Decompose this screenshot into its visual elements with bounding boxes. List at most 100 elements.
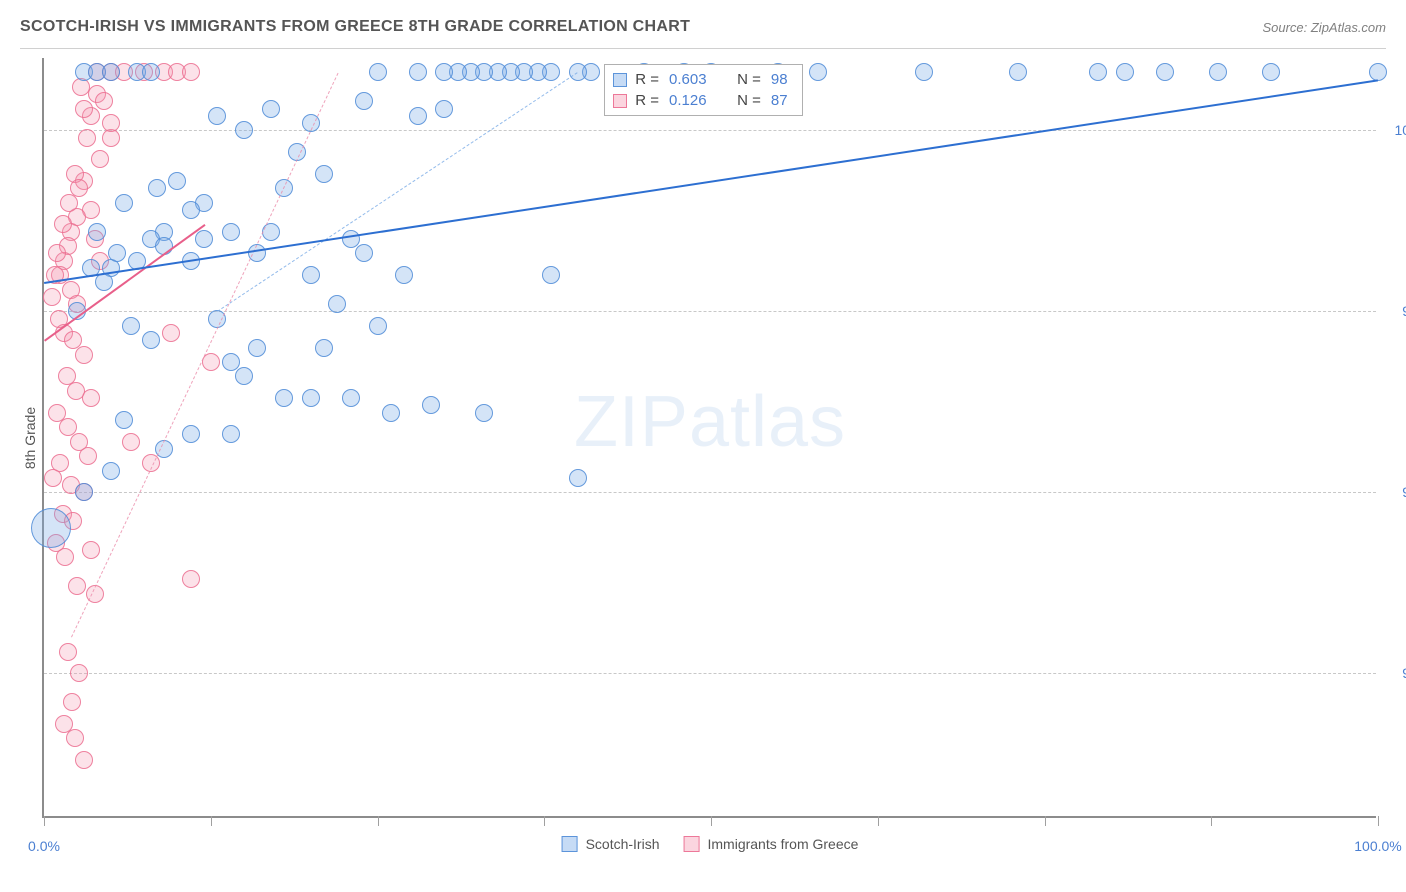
y-tick-label: 97.5% [1382,303,1406,319]
trendline-dash-pink [71,72,339,637]
scatter-point-pink [66,729,84,747]
source-prefix: Source: [1262,20,1310,35]
scatter-point-blue [1262,63,1280,81]
scatter-point-blue [302,389,320,407]
watermark-zip: ZIP [574,382,689,462]
legend-label: Scotch-Irish [586,836,660,852]
scatter-point-pink [78,129,96,147]
scatter-point-blue [475,404,493,422]
scatter-point-pink [91,150,109,168]
scatter-point-pink [75,751,93,769]
scatter-point-blue [115,194,133,212]
scatter-point-blue [31,508,71,548]
scatter-point-pink [82,389,100,407]
y-tick-label: 92.5% [1382,665,1406,681]
scatter-point-blue [315,165,333,183]
swatch-blue [613,73,627,87]
legend-item-blue: Scotch-Irish [562,836,660,852]
x-tick [1378,816,1379,826]
y-tick-label: 95.0% [1382,484,1406,500]
chart-title: SCOTCH-IRISH VS IMMIGRANTS FROM GREECE 8… [20,18,690,35]
scatter-point-blue [369,63,387,81]
scatter-point-blue [182,425,200,443]
scatter-point-blue [1089,63,1107,81]
scatter-point-pink [68,577,86,595]
scatter-point-pink [44,469,62,487]
scatter-point-blue [222,223,240,241]
scatter-point-pink [70,664,88,682]
scatter-point-pink [95,92,113,110]
scatter-point-blue [342,230,360,248]
stats-row-pink: R = 0.126 N = 87 [605,90,801,111]
scatter-point-blue [542,266,560,284]
scatter-point-blue [248,339,266,357]
stats-r-label: R = [635,92,659,109]
swatch-pink [613,94,627,108]
scatter-point-blue [275,389,293,407]
scatter-point-blue [1209,63,1227,81]
scatter-point-blue [328,295,346,313]
scatter-point-blue [435,100,453,118]
legend-swatch-pink [683,836,699,852]
scatter-point-blue [168,172,186,190]
scatter-point-blue [95,273,113,291]
watermark: ZIPatlas [574,381,846,463]
scatter-point-pink [182,570,200,588]
scatter-point-blue [222,353,240,371]
x-tick [544,816,545,826]
legend-label: Immigrants from Greece [707,836,858,852]
scatter-point-blue [222,425,240,443]
scatter-point-blue [142,331,160,349]
stats-n-value: 87 [769,92,790,109]
x-tick [44,816,45,826]
plot-area: ZIPatlas 92.5%95.0%97.5%100.0%0.0%100.0%… [42,58,1376,818]
scatter-point-blue [108,244,126,262]
x-tick-label-right: 100.0% [1354,838,1401,854]
scatter-point-pink [63,693,81,711]
scatter-point-blue [122,317,140,335]
scatter-point-blue [148,179,166,197]
scatter-point-pink [162,324,180,342]
scatter-point-blue [302,266,320,284]
scatter-point-pink [102,114,120,132]
stats-n-value: 98 [769,71,790,88]
scatter-point-blue [355,92,373,110]
scatter-point-pink [48,244,66,262]
scatter-point-blue [422,396,440,414]
scatter-point-pink [122,433,140,451]
legend-item-pink: Immigrants from Greece [683,836,858,852]
scatter-point-blue [1009,63,1027,81]
x-tick [1211,816,1212,826]
stats-n-label: N = [737,71,761,88]
stats-row-blue: R = 0.603 N = 98 [605,69,801,90]
scatter-point-pink [79,447,97,465]
scatter-point-blue [102,462,120,480]
scatter-point-pink [59,643,77,661]
watermark-atlas: atlas [689,382,846,462]
header-bar: SCOTCH-IRISH VS IMMIGRANTS FROM GREECE 8… [20,18,1386,49]
x-tick-label-left: 0.0% [28,838,60,854]
source-credit: Source: ZipAtlas.com [1262,20,1386,35]
gridline-h [44,311,1376,312]
stats-r-label: R = [635,71,659,88]
y-axis-label: 8th Grade [22,407,38,469]
scatter-point-blue [142,63,160,81]
scatter-point-blue [1116,63,1134,81]
stats-r-value: 0.603 [667,71,709,88]
legend: Scotch-Irish Immigrants from Greece [562,836,859,852]
x-tick [878,816,879,826]
scatter-point-pink [54,215,72,233]
scatter-point-blue [235,121,253,139]
scatter-point-pink [75,100,93,118]
scatter-point-blue [182,201,200,219]
scatter-point-blue [409,107,427,125]
source-link[interactable]: ZipAtlas.com [1311,20,1386,35]
scatter-point-blue [315,339,333,357]
scatter-point-blue [915,63,933,81]
scatter-point-blue [195,230,213,248]
stats-box: R = 0.603 N = 98R = 0.126 N = 87 [604,64,802,116]
scatter-point-pink [60,194,78,212]
scatter-point-blue [382,404,400,422]
x-tick [1045,816,1046,826]
scatter-point-blue [569,469,587,487]
